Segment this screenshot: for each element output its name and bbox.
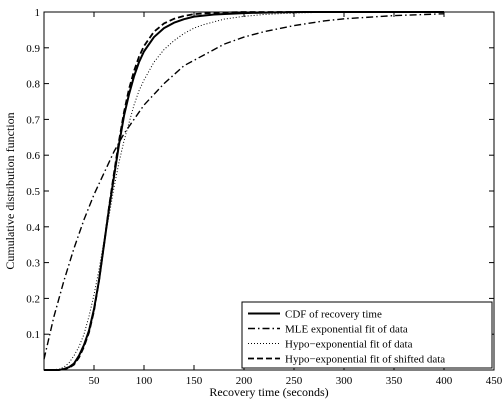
x-axis-label: Recovery time (seconds) <box>209 385 328 399</box>
legend: CDF of recovery time MLE exponential fit … <box>241 301 493 369</box>
x-tick-label: 300 <box>336 375 353 387</box>
y-tick-label: 0.7 <box>26 114 40 126</box>
x-tick-label: 50 <box>89 375 101 387</box>
y-tick-label: 0.9 <box>26 43 40 55</box>
legend-label: Hypo−exponential fit of shifted data <box>285 354 445 366</box>
y-tick-label: 1 <box>35 7 41 19</box>
series-line-3 <box>43 11 444 371</box>
y-tick-label: 0.4 <box>26 222 40 234</box>
x-tick-label: 250 <box>286 375 303 387</box>
ticks-layer: 50 100 150 200 250 300 350 400 450 0.1 0.2 0.3 0.4 0.… <box>26 7 503 387</box>
y-axis-label: Cumulative distribution function <box>3 112 17 269</box>
x-tick-label: 450 <box>486 375 503 387</box>
y-tick-label: 0.1 <box>26 329 40 341</box>
legend-label: Hypo−exponential fit of data <box>285 339 413 351</box>
y-tick-label: 0.3 <box>26 258 40 270</box>
x-tick-label: 150 <box>186 375 203 387</box>
series-line-2 <box>43 13 445 360</box>
y-tick-label: 0.5 <box>26 186 40 198</box>
x-tick-label: 100 <box>136 375 153 387</box>
legend-label: MLE exponential fit of data <box>285 324 408 336</box>
y-tick-label: 0.2 <box>26 293 40 305</box>
x-tick-label: 350 <box>386 375 403 387</box>
legend-box <box>241 301 493 369</box>
legend-label: CDF of recovery time <box>285 309 382 321</box>
y-tick-label: 0.8 <box>26 79 40 91</box>
x-tick-label: 200 <box>236 375 253 387</box>
x-tick-label: 400 <box>436 375 453 387</box>
y-tick-label: 0.6 <box>26 150 40 162</box>
